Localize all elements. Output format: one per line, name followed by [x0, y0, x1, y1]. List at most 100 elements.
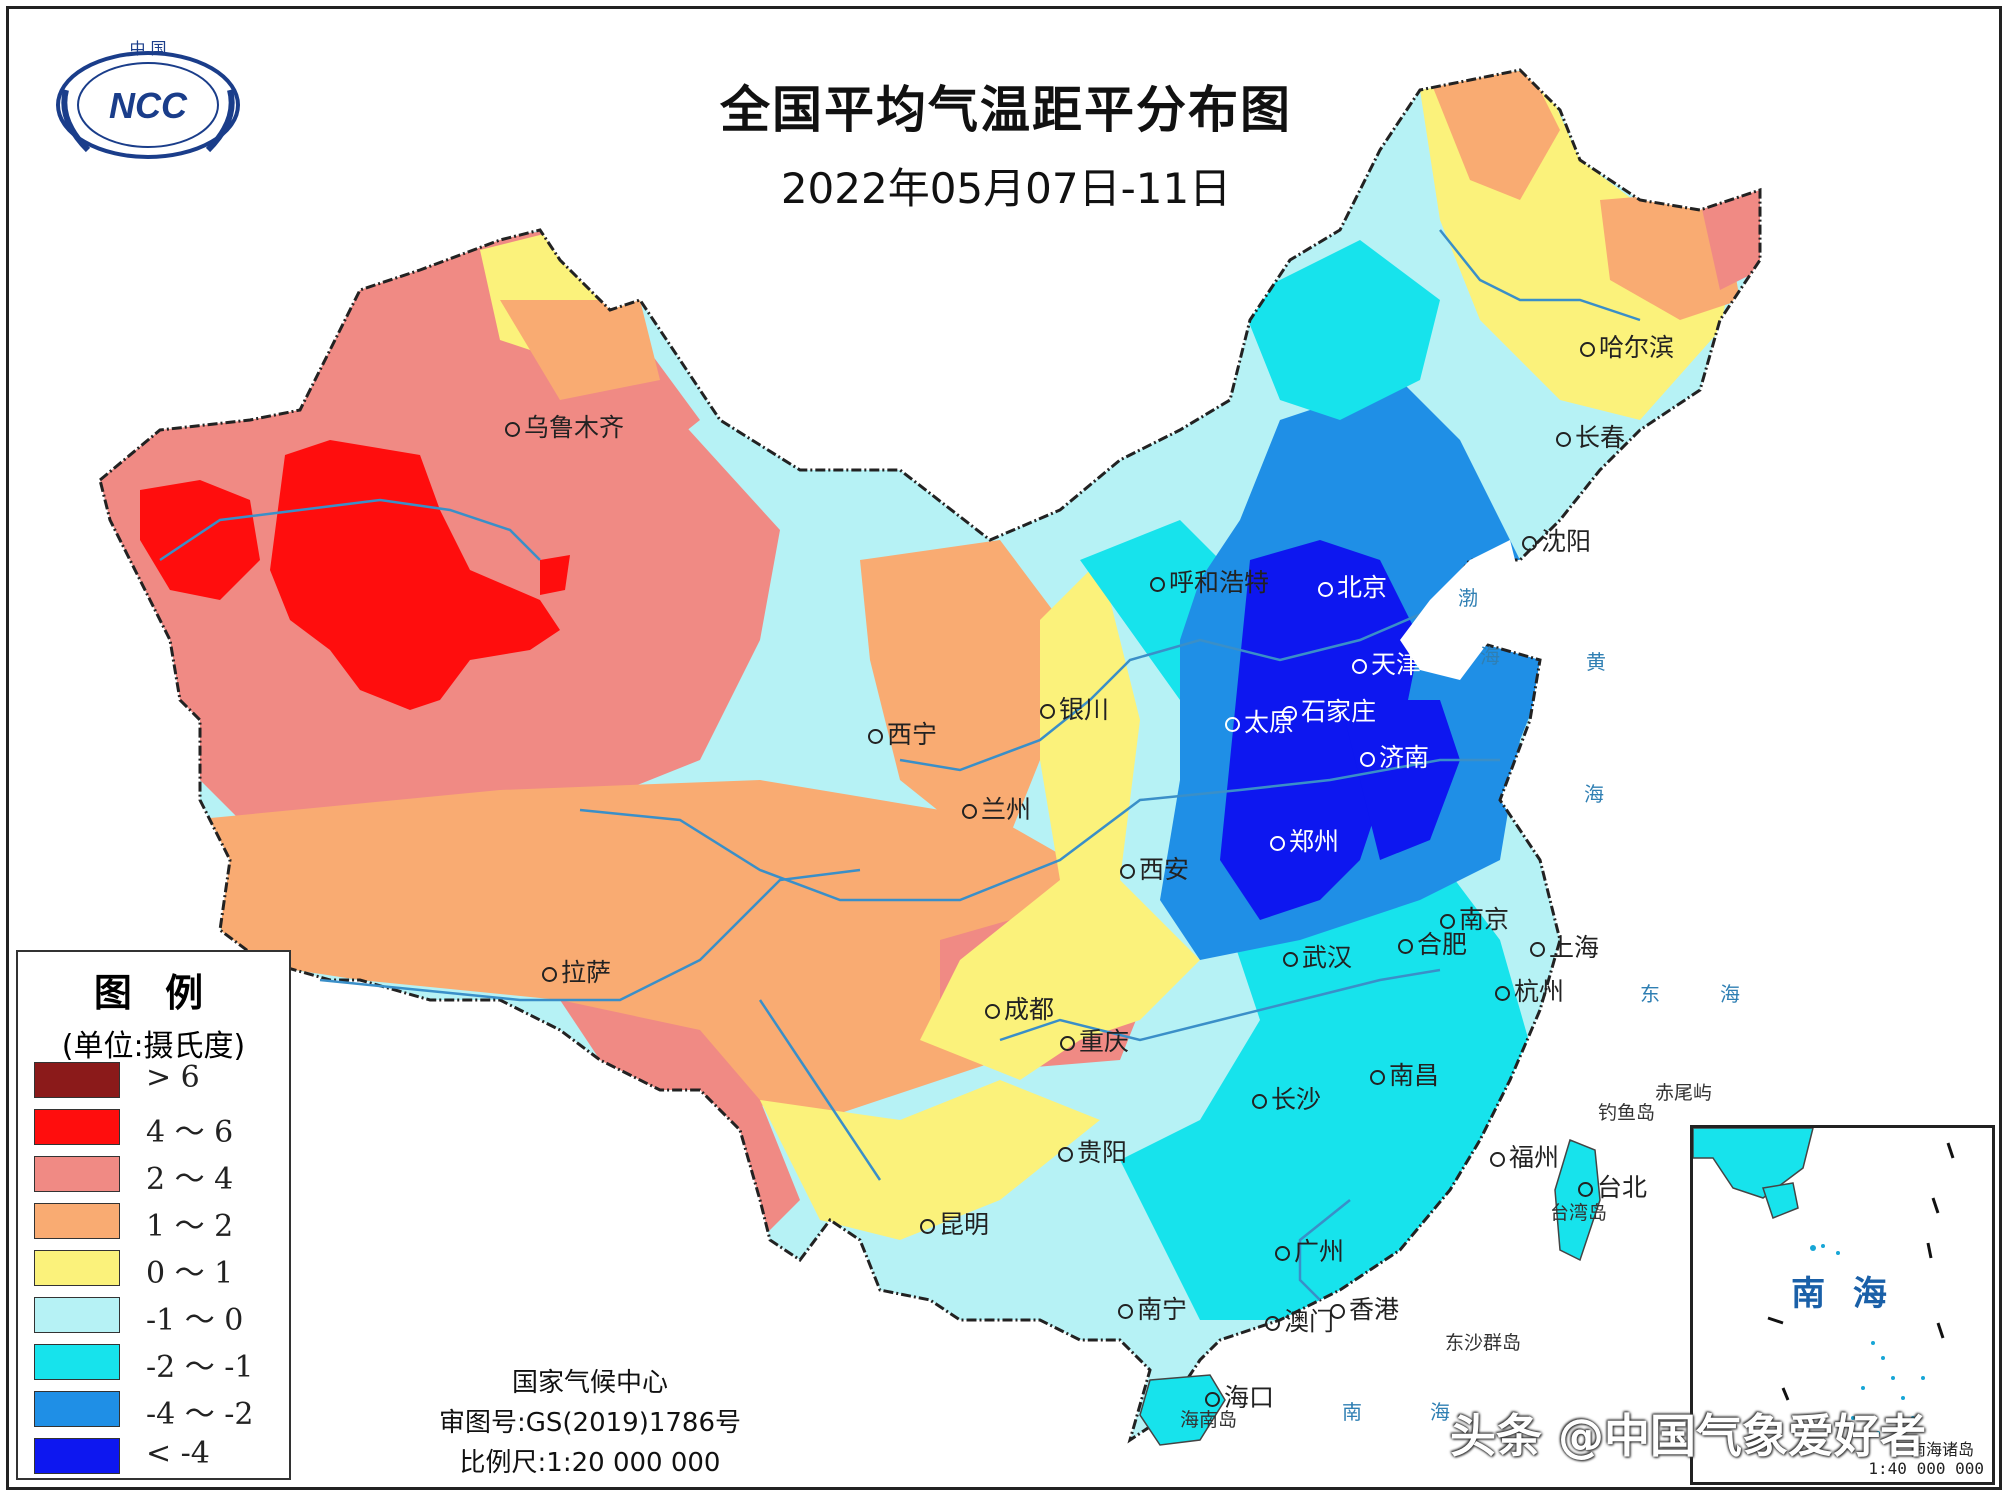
- city-name: 西安: [1139, 855, 1190, 884]
- sea-label-bohai: 渤: [1458, 586, 1478, 610]
- city-marker-icon: [1265, 1315, 1280, 1331]
- legend-label: < -4: [146, 1436, 210, 1471]
- map-scale: 比例尺:1:20 000 000: [459, 1448, 721, 1478]
- place-dongsha: 东沙群岛: [1445, 1332, 1522, 1354]
- city-label: 成都: [985, 990, 1054, 1026]
- city-marker-icon: [962, 803, 977, 819]
- city-name: 太原: [1244, 708, 1295, 737]
- rivers: [159, 229, 1641, 1301]
- city-marker-icon: [1120, 863, 1135, 879]
- city-marker-icon: [1118, 1303, 1133, 1319]
- city-name: 沈阳: [1541, 527, 1592, 556]
- city-label: 沈阳: [1522, 522, 1591, 558]
- city-name: 拉萨: [561, 958, 612, 987]
- city-name: 郑州: [1289, 827, 1340, 856]
- city-name: 南京: [1459, 905, 1510, 934]
- map-frame: [6, 6, 2002, 1490]
- bohai-sea: [1400, 540, 1520, 680]
- city-name: 昆明: [939, 1210, 990, 1239]
- sea-label-south: 南: [1342, 1400, 1362, 1424]
- city-label: 昆明: [920, 1205, 989, 1241]
- city-label: 贵阳: [1058, 1133, 1127, 1169]
- legend-label: 0 ～ 1: [146, 1256, 234, 1291]
- city-name: 重庆: [1079, 1027, 1130, 1056]
- city-name: 长春: [1575, 423, 1626, 452]
- legend-label: -2 ～ -1: [146, 1350, 254, 1385]
- inset-scale: 1:40 000 000: [1868, 1459, 1984, 1478]
- city-label: 长沙: [1252, 1080, 1321, 1116]
- city-marker-icon: [1522, 535, 1537, 551]
- city-marker-icon: [985, 1003, 1000, 1019]
- city-label: 拉萨: [542, 953, 611, 989]
- city-marker-icon: [1440, 913, 1455, 929]
- sea-label-east: 东: [1640, 982, 1660, 1006]
- city-marker-icon: [1370, 1069, 1385, 1085]
- hainan: [1139, 1374, 1226, 1446]
- place-chiwei: 赤尾屿: [1655, 1082, 1713, 1104]
- approval-number: 审图号:GS(2019)1786号: [438, 1408, 742, 1438]
- city-marker-icon: [1270, 835, 1285, 851]
- legend-swatch: [34, 1297, 120, 1333]
- ncc-logo: NCC 中 国: [48, 39, 248, 165]
- city-label: 乌鲁木齐: [505, 408, 624, 444]
- zone-north-xinjiang-1-2: [500, 300, 660, 400]
- south-china-sea-inset: 南 海 南海诸岛 1:40 000 000: [1690, 1125, 1995, 1485]
- city-name: 成都: [1004, 995, 1055, 1024]
- city-name: 澳门: [1284, 1307, 1335, 1336]
- city-name: 兰州: [981, 795, 1032, 824]
- city-label: 澳门: [1265, 1302, 1334, 1338]
- city-marker-icon: [1318, 581, 1333, 597]
- city-marker-icon: [1282, 705, 1297, 721]
- sea-label-bohai2: 海: [1480, 644, 1500, 668]
- city-label: 长春: [1556, 418, 1625, 454]
- city-label: 南宁: [1118, 1290, 1187, 1326]
- legend-swatch: [34, 1062, 120, 1098]
- city-label: 台北: [1578, 1168, 1647, 1204]
- sea-label-east2: 海: [1720, 982, 1740, 1006]
- city-label: 南昌: [1370, 1056, 1439, 1092]
- city-label: 天津: [1352, 645, 1421, 681]
- zone-northeast-minus2-minus1: [1240, 240, 1440, 420]
- legend-unit: (单位:摄氏度): [61, 1029, 246, 1064]
- city-name: 杭州: [1514, 977, 1565, 1006]
- city-marker-icon: [1275, 1245, 1290, 1261]
- legend-swatch: [34, 1344, 120, 1380]
- city-name: 长沙: [1271, 1085, 1322, 1114]
- legend: 图 例 (单位:摄氏度) > 6 4 ～ 6 2 ～ 4 1 ～ 2 0 ～ 1 -1 ～…: [16, 950, 291, 1480]
- city-name: 济南: [1379, 743, 1430, 772]
- city-marker-icon: [1330, 1303, 1345, 1319]
- city-label: 西宁: [868, 715, 937, 751]
- legend-swatch: [34, 1156, 120, 1192]
- city-name: 西宁: [887, 720, 938, 749]
- city-label: 西安: [1120, 850, 1189, 886]
- city-marker-icon: [1530, 941, 1545, 957]
- city-marker-icon: [1205, 1391, 1220, 1407]
- city-name: 福州: [1509, 1143, 1560, 1172]
- city-marker-icon: [1225, 716, 1240, 732]
- city-name: 乌鲁木齐: [524, 413, 625, 442]
- city-marker-icon: [1252, 1093, 1267, 1109]
- hot-core-4-6: [140, 440, 570, 710]
- legend-label: 2 ～ 4: [146, 1162, 234, 1197]
- city-label: 杭州: [1495, 972, 1564, 1008]
- city-marker-icon: [1495, 985, 1510, 1001]
- logo-mark: NCC: [109, 85, 188, 126]
- agency-credit: 国家气候中心: [511, 1368, 668, 1398]
- place-hainan-island: 海南岛: [1180, 1409, 1238, 1431]
- city-name: 武汉: [1302, 943, 1353, 972]
- inset-title: 南海诸岛: [1909, 1440, 1974, 1459]
- city-label: 南京: [1440, 900, 1509, 936]
- city-marker-icon: [1060, 1035, 1075, 1051]
- zone-shandong-less-minus4: [1340, 700, 1460, 860]
- city-marker-icon: [868, 728, 883, 744]
- city-label: 济南: [1360, 738, 1429, 774]
- place-diaoyu: 钓鱼岛: [1598, 1102, 1656, 1124]
- legend-label: 4 ～ 6: [146, 1115, 234, 1150]
- city-label: 兰州: [962, 790, 1031, 826]
- city-label: 海口: [1205, 1378, 1274, 1414]
- watermark: 头条 @中国气象爱好者: [1450, 1409, 1927, 1463]
- legend-label: -1 ～ 0: [146, 1303, 244, 1338]
- city-name: 呼和浩特: [1169, 568, 1270, 597]
- legend-swatch: [34, 1250, 120, 1286]
